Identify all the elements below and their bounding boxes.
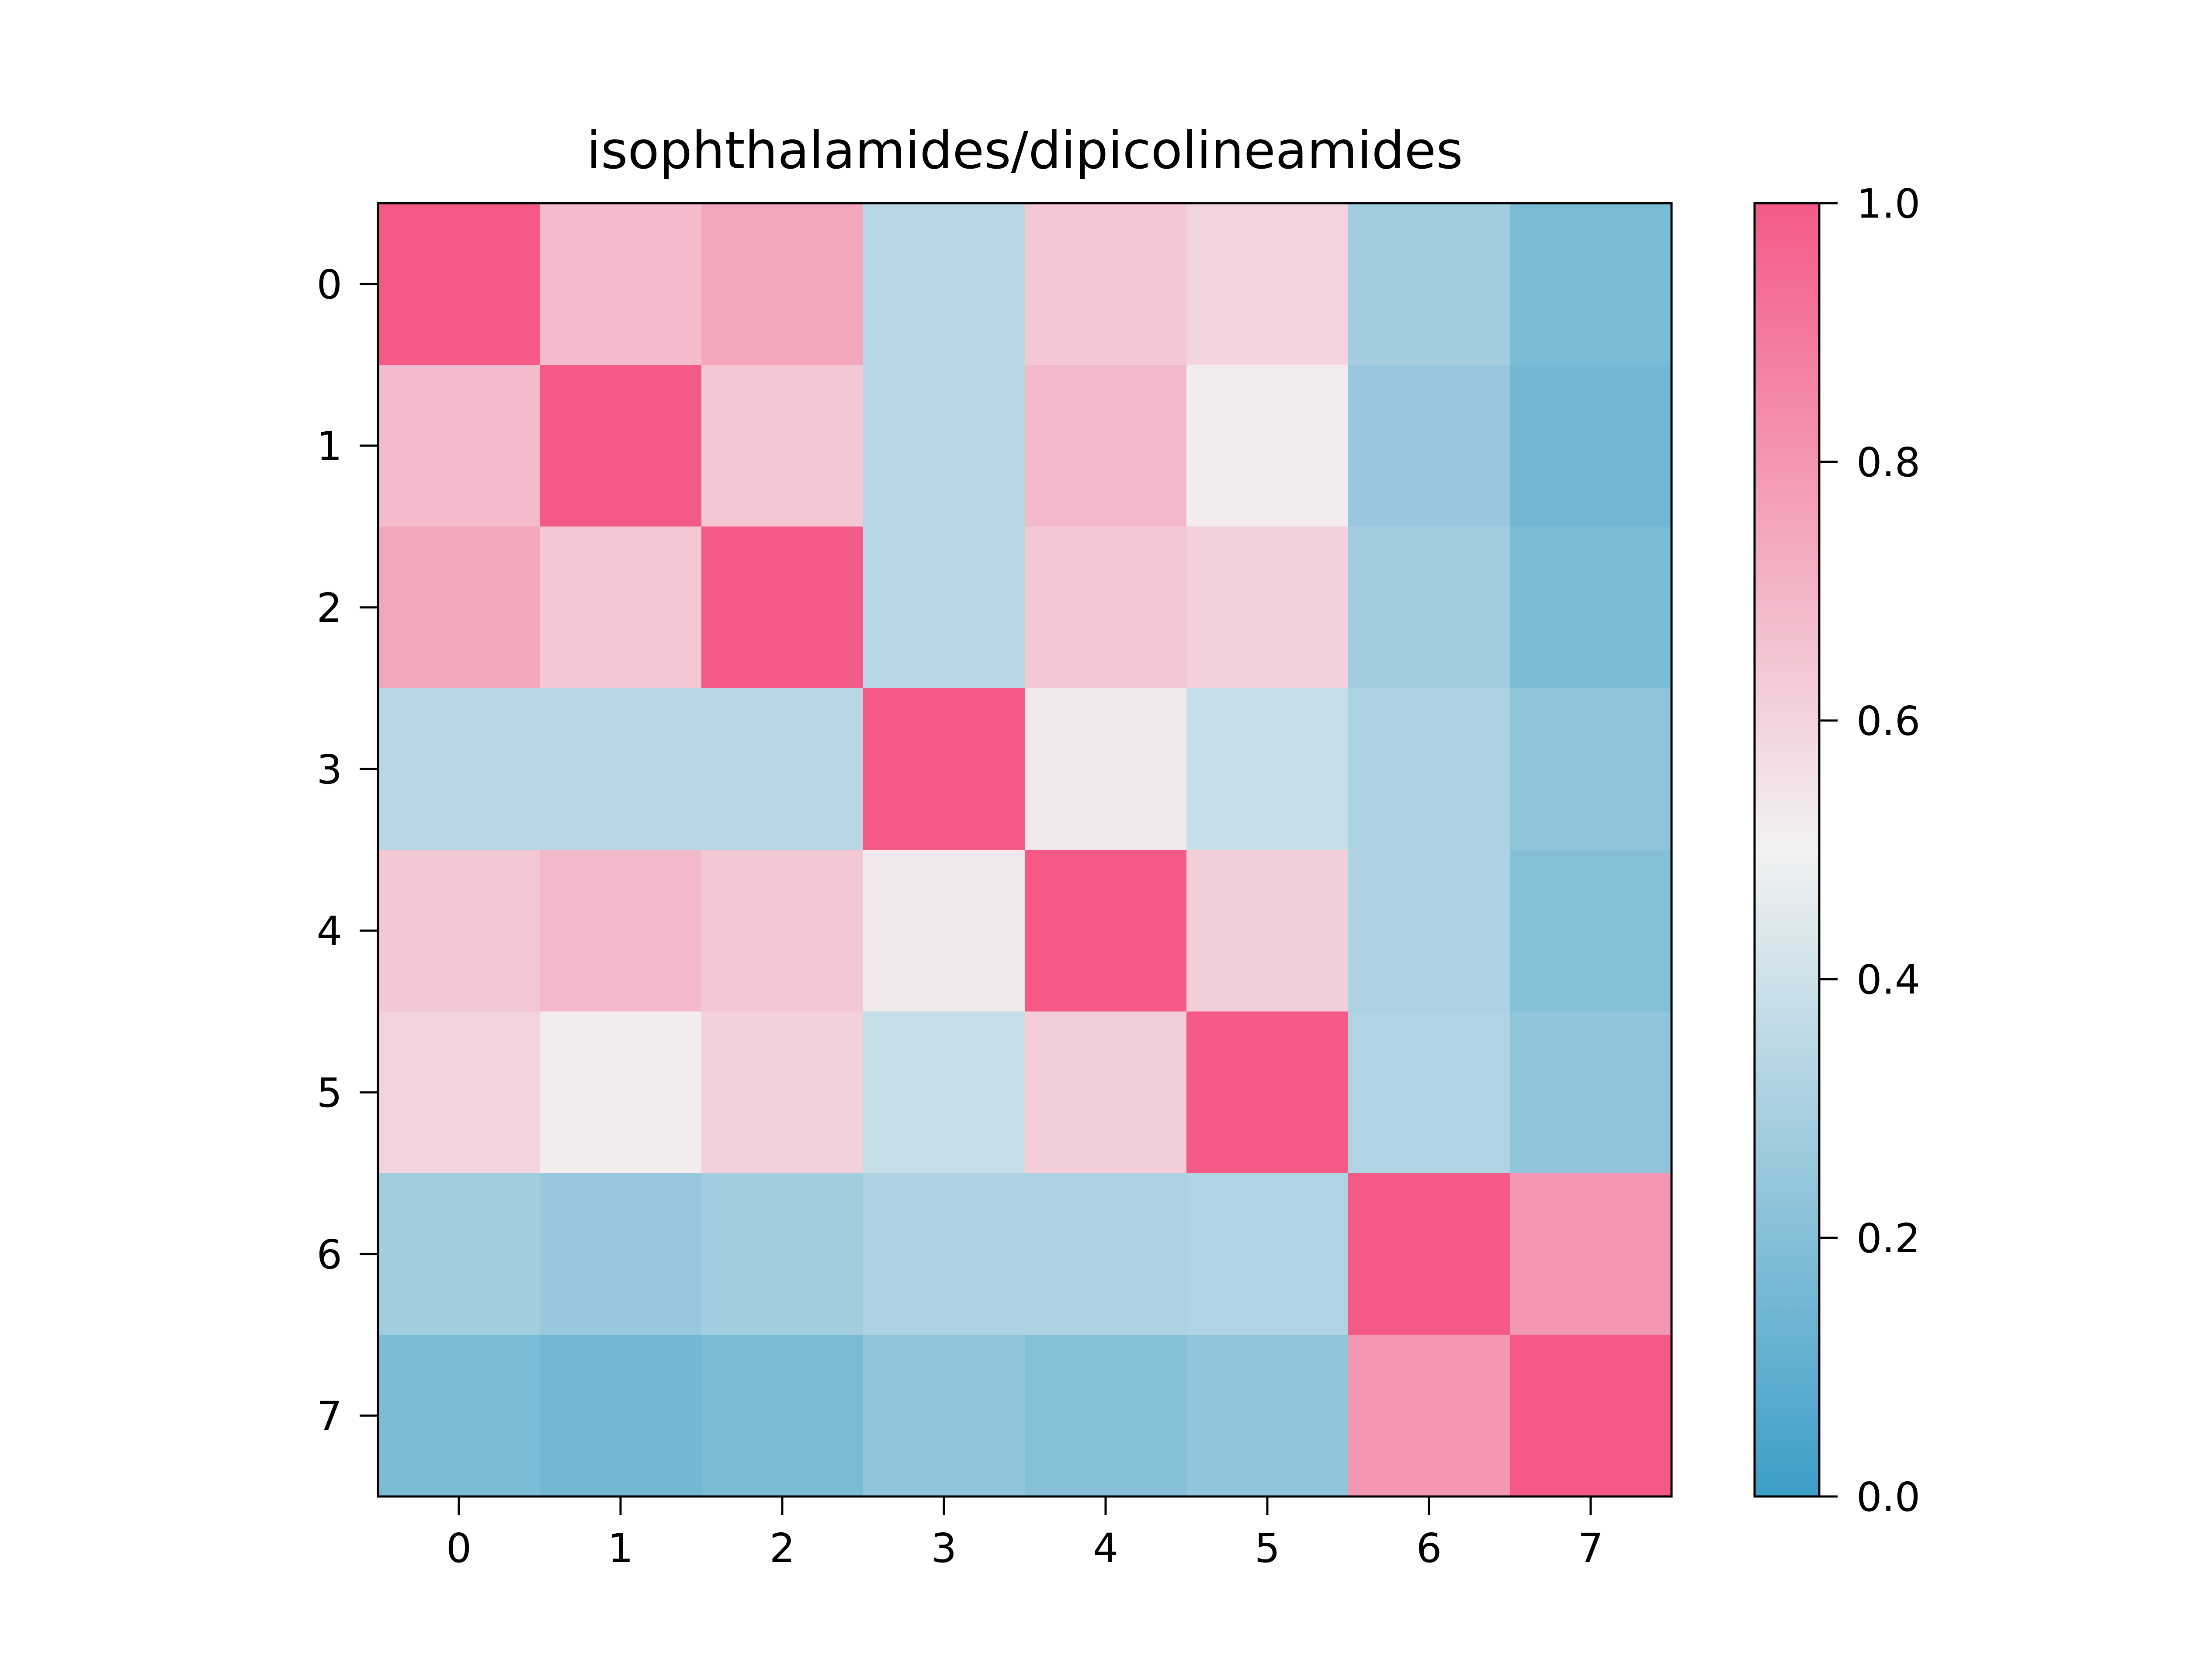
x-tick-label: 0 — [446, 1525, 472, 1572]
heatmap-cell-r6-c5 — [1186, 1173, 1349, 1335]
y-tick-label: 5 — [316, 1070, 342, 1116]
heatmap-cell-r1-c0 — [378, 365, 540, 527]
heatmap-cell-r2-c7 — [1510, 527, 1672, 689]
x-tick-label: 2 — [770, 1525, 795, 1572]
heatmap-cell-r2-c5 — [1186, 527, 1349, 689]
heatmap-cell-r3-c0 — [378, 688, 540, 850]
heatmap-cell-r3-c5 — [1186, 688, 1349, 850]
colorbar-tick-label: 0.4 — [1856, 956, 1920, 1003]
heatmap-cell-r4-c2 — [701, 850, 864, 1012]
heatmap-cell-r5-c1 — [540, 1011, 702, 1174]
heatmap-cell-r3-c6 — [1348, 688, 1510, 850]
heatmap-cell-r3-c2 — [701, 688, 864, 850]
colorbar-tick-label: 0.2 — [1856, 1215, 1920, 1262]
y-tick-label: 1 — [316, 423, 342, 470]
heatmap-cell-r5-c3 — [863, 1011, 1025, 1174]
x-tick-label: 6 — [1416, 1525, 1442, 1572]
heatmap-cell-r4-c1 — [540, 850, 702, 1012]
heatmap-cell-r7-c0 — [378, 1335, 540, 1497]
heatmap-cell-r2-c6 — [1348, 527, 1510, 689]
heatmap-cell-r4-c4 — [1025, 850, 1187, 1012]
x-axis: 0 1 2 3 4 5 6 7 — [446, 1496, 1604, 1572]
colorbar-tick-label: 0.8 — [1856, 439, 1920, 486]
heatmap-cell-r5-c6 — [1348, 1011, 1510, 1174]
heatmap-cell-r6-c4 — [1025, 1173, 1187, 1335]
heatmap-cell-r0-c2 — [701, 203, 864, 365]
heatmap-cell-r4-c6 — [1348, 850, 1510, 1012]
x-tick-label: 1 — [608, 1525, 634, 1572]
heatmap-cell-r4-c3 — [863, 850, 1025, 1012]
heatmap-cell-r1-c2 — [701, 365, 864, 527]
heatmap-cell-r7-c1 — [540, 1335, 702, 1497]
heatmap-cell-r0-c4 — [1025, 203, 1187, 365]
y-tick-label: 7 — [316, 1393, 342, 1440]
heatmap-cell-r3-c4 — [1025, 688, 1187, 850]
heatmap-cell-r7-c6 — [1348, 1335, 1510, 1497]
y-tick-label: 4 — [316, 908, 342, 955]
heatmap-cell-r1-c5 — [1186, 365, 1349, 527]
y-tick-label: 6 — [316, 1231, 342, 1278]
colorbar-axis: 0.0 0.2 0.4 0.6 0.8 1.0 — [1819, 180, 1920, 1521]
heatmap-cells — [378, 203, 1672, 1497]
heatmap-cell-r5-c4 — [1025, 1011, 1187, 1174]
heatmap-cell-r5-c2 — [701, 1011, 864, 1174]
heatmap-cell-r6-c6 — [1348, 1173, 1510, 1335]
heatmap-cell-r3-c3 — [863, 688, 1025, 850]
heatmap-cell-r0-c1 — [540, 203, 702, 365]
heatmap-cell-r2-c0 — [378, 527, 540, 689]
heatmap-cell-r0-c5 — [1186, 203, 1349, 365]
y-tick-label: 3 — [316, 746, 342, 793]
heatmap-cell-r1-c6 — [1348, 365, 1510, 527]
heatmap-cell-r6-c1 — [540, 1173, 702, 1335]
heatmap-cell-r1-c3 — [863, 365, 1025, 527]
heatmap-cell-r6-c2 — [701, 1173, 864, 1335]
chart-title: isophthalamides/dipicolineamides — [586, 120, 1463, 180]
heatmap-cell-r2-c3 — [863, 527, 1025, 689]
colorbar-tick-label: 0.6 — [1856, 698, 1920, 745]
heatmap-cell-r7-c4 — [1025, 1335, 1187, 1497]
heatmap-cell-r2-c2 — [701, 527, 864, 689]
heatmap-cell-r1-c1 — [540, 365, 702, 527]
y-axis: 0 1 2 3 4 5 6 7 — [316, 261, 378, 1440]
heatmap-cell-r6-c3 — [863, 1173, 1025, 1335]
x-tick-label: 3 — [931, 1525, 957, 1572]
colorbar-tick-label: 1.0 — [1856, 180, 1920, 227]
heatmap-cell-r7-c3 — [863, 1335, 1025, 1497]
y-tick-label: 0 — [316, 261, 342, 308]
heatmap-cell-r3-c7 — [1510, 688, 1672, 850]
heatmap-cell-r0-c0 — [378, 203, 540, 365]
heatmap-cell-r7-c2 — [701, 1335, 864, 1497]
heatmap-cell-r0-c3 — [863, 203, 1025, 365]
y-tick-label: 2 — [316, 585, 342, 631]
x-tick-label: 5 — [1255, 1525, 1280, 1572]
heatmap-cell-r4-c0 — [378, 850, 540, 1012]
heatmap-cell-r4-c7 — [1510, 850, 1672, 1012]
heatmap-cell-r7-c7 — [1510, 1335, 1672, 1497]
colorbar — [1753, 202, 1821, 1498]
heatmap-cell-r3-c1 — [540, 688, 702, 850]
heatmap-cell-r5-c5 — [1186, 1011, 1349, 1174]
heatmap-cell-r0-c6 — [1348, 203, 1510, 365]
heatmap-cell-r4-c5 — [1186, 850, 1349, 1012]
x-tick-label: 7 — [1578, 1525, 1604, 1572]
heatmap-cell-r2-c4 — [1025, 527, 1187, 689]
x-tick-label: 4 — [1093, 1525, 1119, 1572]
plot-frame — [377, 202, 1673, 1498]
heatmap-cell-r6-c0 — [378, 1173, 540, 1335]
heatmap-cell-r5-c7 — [1510, 1011, 1672, 1174]
colorbar-tick-label: 0.0 — [1856, 1474, 1920, 1521]
heatmap-cell-r1-c4 — [1025, 365, 1187, 527]
heatmap-cell-r2-c1 — [540, 527, 702, 689]
heatmap-cell-r6-c7 — [1510, 1173, 1672, 1335]
heatmap-cell-r1-c7 — [1510, 365, 1672, 527]
heatmap-cell-r7-c5 — [1186, 1335, 1349, 1497]
heatmap-cell-r0-c7 — [1510, 203, 1672, 365]
heatmap-cell-r5-c0 — [378, 1011, 540, 1174]
